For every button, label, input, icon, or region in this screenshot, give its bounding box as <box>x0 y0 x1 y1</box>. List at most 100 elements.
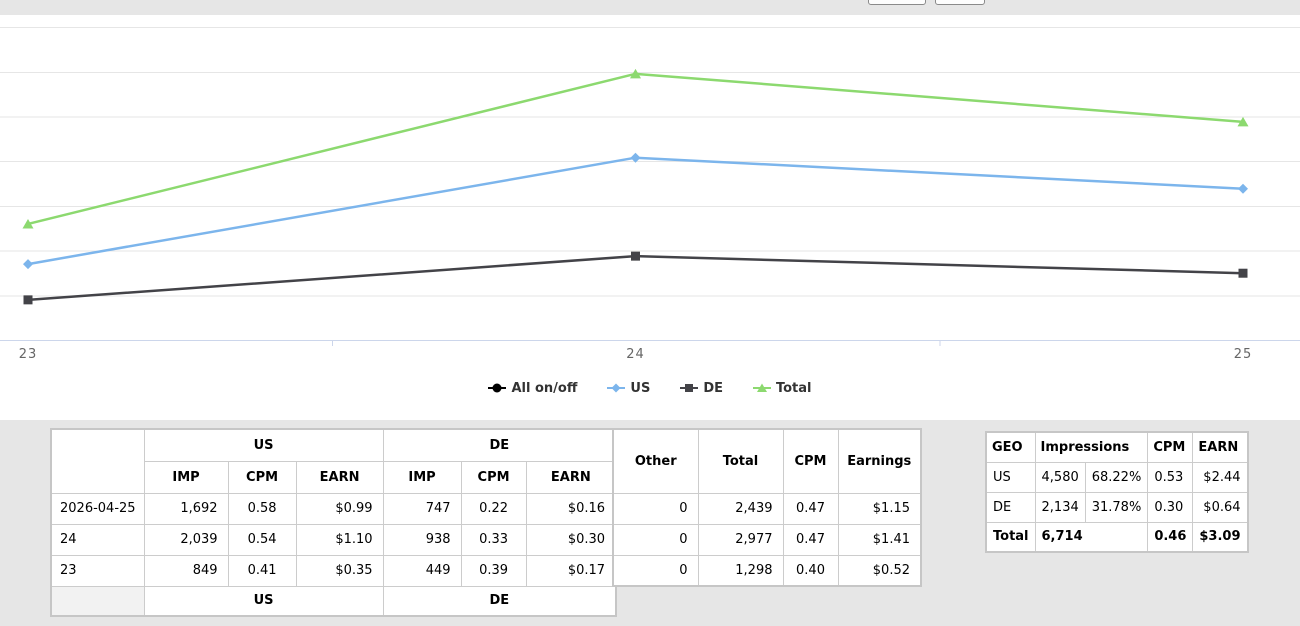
geo-table-header: GEO Impressions CPM EARN <box>985 431 1249 463</box>
geo-total-label: Total <box>985 521 1036 553</box>
series-line-total <box>27 72 1244 226</box>
daily-footer-empty-cell <box>50 585 145 617</box>
totals-cell: 0 <box>612 554 699 587</box>
chart-legend: All on/off US DE Total <box>0 376 1300 400</box>
daily-table-row: 24 2,039 0.54 $1.10 938 0.33 $0.30 <box>50 523 617 556</box>
geo-cell-earn: $0.64 <box>1192 491 1249 523</box>
daily-subheader-imp: IMP <box>143 460 229 494</box>
geo-header-impressions: Impressions <box>1034 431 1149 463</box>
daily-cell: $0.99 <box>295 492 384 525</box>
geo-summary-table: GEO Impressions CPM EARN US 4,580 68.22% 0.53 $… <box>985 431 1249 553</box>
series-marker-de <box>23 295 33 305</box>
daily-cell: 1,692 <box>143 492 229 525</box>
geo-table-row: US 4,580 68.22% 0.53 $2.44 <box>985 461 1249 493</box>
geo-cell-geo: DE <box>985 491 1036 523</box>
legend-item-us[interactable]: US <box>607 381 650 396</box>
totals-table-header: Other Total CPM Earnings <box>612 428 922 494</box>
series-marker-us <box>630 152 641 163</box>
daily-table-row: 23 849 0.41 $0.35 449 0.39 $0.17 <box>50 554 617 587</box>
daily-cell: 0.58 <box>227 492 297 525</box>
totals-cell: 2,977 <box>697 523 784 556</box>
top-toolbar <box>0 0 1300 15</box>
toolbar-button-1[interactable] <box>868 0 926 5</box>
daily-cell: 2,039 <box>143 523 229 556</box>
series-marker-de <box>1238 268 1248 278</box>
geo-cell-earn: $2.44 <box>1192 461 1249 493</box>
daily-subheader-earn: EARN <box>295 460 384 494</box>
daily-footer-us: US <box>143 585 384 617</box>
daily-cell: 938 <box>382 523 462 556</box>
series-marker-us <box>1238 183 1248 194</box>
chart-canvas: 23 24 25 <box>0 27 1300 362</box>
x-axis-label: 25 <box>1234 347 1253 362</box>
daily-footer-de: DE <box>382 585 617 617</box>
geo-total-row: Total 6,714 0.46 $3.09 <box>985 521 1249 553</box>
totals-cell: 0.40 <box>782 554 839 587</box>
totals-table-body: 0 2,439 0.47 $1.15 0 2,977 0.47 $1.41 0 1,298 0.40… <box>612 492 922 587</box>
totals-header-other: Other <box>612 428 699 494</box>
daily-cell: 0.33 <box>460 523 527 556</box>
daily-cell: 0.54 <box>227 523 297 556</box>
geo-total-earn: $3.09 <box>1192 521 1249 553</box>
daily-header-group-de: DE <box>382 428 617 462</box>
totals-cell: 0.47 <box>782 492 839 525</box>
legend-item-label: Total <box>775 380 812 396</box>
daily-table-footer: US DE <box>50 585 617 617</box>
totals-header-cpm: CPM <box>782 428 839 494</box>
geo-header-cpm: CPM <box>1147 431 1194 463</box>
legend-item-de[interactable]: DE <box>680 381 723 396</box>
daily-table-body: 2026-04-25 1,692 0.58 $0.99 747 0.22 $0.16 24 2,… <box>50 492 617 587</box>
x-axis-label: 23 <box>19 347 38 362</box>
geo-cell-cpm: 0.53 <box>1147 461 1194 493</box>
daily-cell: 0.39 <box>460 554 527 587</box>
geo-cell-geo: US <box>985 461 1036 493</box>
geo-cell-impressions: 2,134 <box>1034 491 1086 523</box>
geo-table-row: DE 2,134 31.78% 0.30 $0.64 <box>985 491 1249 523</box>
series-marker-de <box>631 251 640 261</box>
legend-item-label: US <box>630 380 651 396</box>
legend-marker-circle-icon <box>488 383 507 393</box>
daily-cell: 747 <box>382 492 462 525</box>
daily-subheader-cpm: CPM <box>227 460 297 494</box>
series-marker-total <box>630 68 641 79</box>
legend-marker-diamond-icon <box>607 383 626 393</box>
daily-cell: $0.17 <box>525 554 617 587</box>
geo-total-cpm: 0.46 <box>1147 521 1194 553</box>
series-marker-us <box>23 259 33 270</box>
totals-table-row: 0 2,977 0.47 $1.41 <box>612 523 922 556</box>
x-axis-label: 24 <box>626 347 645 362</box>
daily-cell: 0.22 <box>460 492 527 525</box>
geo-header-earn: EARN <box>1192 431 1249 463</box>
totals-table-row: 0 2,439 0.47 $1.15 <box>612 492 922 525</box>
daily-cell: $0.30 <box>525 523 617 556</box>
daily-row-date: 24 <box>50 523 145 556</box>
daily-breakdown-table: US DE IMP CPM EARN IMP CPM EARN 2026-04-25 1,692… <box>50 428 618 617</box>
totals-cell: $0.52 <box>837 554 922 587</box>
daily-subheader-cpm: CPM <box>460 460 527 494</box>
totals-cell: 0.47 <box>782 523 839 556</box>
daily-cell: 449 <box>382 554 462 587</box>
legend-item-total[interactable]: Total <box>752 380 812 396</box>
totals-cell: 2,439 <box>697 492 784 525</box>
totals-cell: $1.15 <box>837 492 922 525</box>
daily-table-header: US DE IMP CPM EARN IMP CPM EARN <box>50 428 617 494</box>
totals-cell: 1,298 <box>697 554 784 587</box>
geo-cell-impressions: 4,580 <box>1034 461 1086 493</box>
geo-cell-impressions-pct: 31.78% <box>1084 491 1149 523</box>
series-line-de <box>27 254 1244 302</box>
daily-subheader-earn: EARN <box>525 460 617 494</box>
totals-header-total: Total <box>697 428 784 494</box>
daily-cell: $0.35 <box>295 554 384 587</box>
daily-row-date: 23 <box>50 554 145 587</box>
geo-total-impressions: 6,714 <box>1034 521 1149 553</box>
daily-header-empty-cell <box>50 428 145 494</box>
legend-item-all-on-off[interactable]: All on/off <box>488 381 577 396</box>
legend-marker-triangle-icon <box>752 383 771 392</box>
toolbar-button-2[interactable] <box>935 0 985 5</box>
series-line-us <box>27 156 1244 266</box>
daily-cell: 0.41 <box>227 554 297 587</box>
geo-cell-cpm: 0.30 <box>1147 491 1194 523</box>
daily-header-group-us: US <box>143 428 384 462</box>
legend-item-label: All on/off <box>511 380 578 396</box>
legend-marker-square-icon <box>680 384 699 392</box>
